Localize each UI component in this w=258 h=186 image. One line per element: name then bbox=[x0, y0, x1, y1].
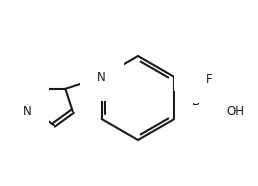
Text: F: F bbox=[206, 73, 213, 86]
Text: N: N bbox=[97, 70, 106, 84]
Text: OH: OH bbox=[226, 105, 244, 118]
Text: N: N bbox=[23, 105, 32, 118]
Text: B: B bbox=[192, 94, 200, 108]
Text: OH: OH bbox=[191, 60, 209, 73]
